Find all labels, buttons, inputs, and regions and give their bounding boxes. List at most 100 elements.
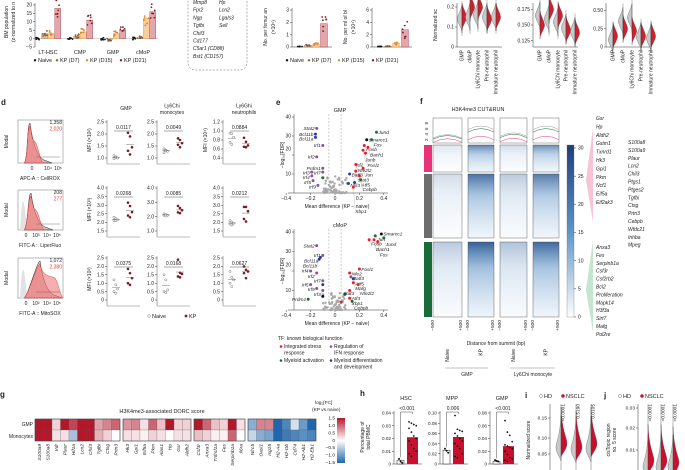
- heatmap-cell: [256, 429, 266, 442]
- data-point: [122, 26, 124, 29]
- gene-name: Cd177: [193, 39, 208, 45]
- kp-point: [506, 431, 509, 434]
- kp-point: [407, 420, 411, 424]
- category-label: cMoP: [621, 49, 627, 62]
- y-tick-label: 1.5: [97, 229, 104, 235]
- legend-naive-marker: [147, 314, 151, 318]
- profile-line: [532, 136, 560, 140]
- tf-label: Irf4: [302, 269, 309, 275]
- legend-label: KP (D7): [312, 58, 332, 64]
- y-tick-label: 4.0: [213, 186, 220, 192]
- gene-label: H2-Aa: [276, 444, 282, 458]
- background-tf-point: [330, 300, 334, 304]
- kp-point: [458, 437, 461, 440]
- heatmap-cell: [43, 418, 53, 431]
- legend-marker: [33, 59, 37, 62]
- naive-point: [230, 223, 234, 227]
- y-tick-label: 0.04: [428, 441, 437, 446]
- y-tick-label: 3.0: [97, 203, 104, 209]
- background-tf-point: [342, 295, 345, 298]
- kp-mfi-value: 277: [54, 197, 63, 203]
- kp-point: [178, 276, 182, 279]
- signal-heatmap-block: [467, 241, 495, 318]
- violin-left: [618, 7, 624, 36]
- data-point: [122, 29, 125, 32]
- gene-name: S100a9: [628, 148, 645, 154]
- tf-label: Fos: [380, 252, 389, 258]
- signal-heatmap-block: [467, 173, 495, 239]
- y-tick-label: 2.5: [97, 212, 104, 218]
- data-point: [317, 42, 319, 45]
- y-tick-label: 0: [366, 45, 369, 51]
- gene-label: Prtn3: [114, 444, 120, 456]
- x-tick-label: −0.2: [306, 196, 316, 202]
- category-label: CMP: [74, 50, 87, 56]
- gene-name: Lcn2: [219, 8, 230, 14]
- panel-label-i: i: [525, 391, 527, 400]
- kp-point: [246, 144, 250, 147]
- x-tick-label: 0: [334, 196, 337, 202]
- x-axis-label: FITC-A :: MitoSOX: [19, 311, 61, 317]
- y-tick-label: −5: [26, 45, 32, 51]
- background-tf-point: [330, 308, 333, 312]
- y-tick-label: 10: [26, 20, 32, 26]
- gene-name: Ptges2: [628, 187, 644, 193]
- naive-point: [447, 451, 450, 454]
- kp-point: [410, 455, 413, 458]
- tf-label: Atf5: [360, 182, 370, 188]
- gene-label: Hk3: [125, 444, 131, 453]
- data-point: [150, 6, 153, 9]
- gene-name: H3f3a: [596, 308, 610, 314]
- data-point: [87, 14, 90, 17]
- violin-left: [491, 2, 497, 32]
- heatmap-cell: [131, 429, 141, 442]
- kp-point: [244, 140, 248, 144]
- x-tick-label: 0.4: [380, 313, 387, 319]
- y-axis-label: No. per ml of bl: [343, 10, 349, 44]
- category-label: Immature neutrophil: [573, 50, 579, 94]
- nsclc-violin-half: [590, 407, 598, 458]
- tf-label: Irf1: [314, 143, 321, 149]
- p-value: <0.0001: [648, 404, 654, 422]
- y-tick-label: 0.6: [213, 147, 220, 153]
- tf-point: [310, 174, 314, 178]
- data-point: [393, 42, 396, 44]
- background-tf-point: [333, 303, 337, 306]
- category-label: Ly6Chi monocyte: [476, 50, 482, 89]
- profile-line: [532, 128, 560, 133]
- data-point: [325, 18, 328, 21]
- gene-label: Tnfrsf1a: [213, 444, 219, 462]
- naive-point: [112, 278, 116, 282]
- tf-label: Jund: [385, 242, 397, 248]
- category-label: LT-HSC: [38, 50, 57, 56]
- y-axis-label: (×10⁵): [271, 20, 277, 34]
- heatmap-cell: [298, 418, 308, 431]
- heatmap-cell: [165, 418, 175, 431]
- gene-name: Hp: [596, 124, 603, 130]
- kp-point: [415, 450, 418, 453]
- legend-label: NSCLC: [645, 394, 664, 400]
- tf-label: Prdm1: [292, 297, 306, 303]
- p-value: 0.0212: [232, 191, 248, 197]
- x-axis-label: APC-A :: CellROX: [20, 176, 61, 182]
- bar: [113, 33, 120, 39]
- gene-name: Mpeg: [628, 243, 641, 249]
- tf-point: [316, 183, 320, 187]
- gene-name: S100a8: [628, 140, 645, 146]
- kp-point: [126, 267, 130, 271]
- kp-point: [180, 141, 184, 145]
- background-tf-point: [344, 178, 347, 182]
- hd-violin-half: [570, 416, 577, 463]
- y-tick-label: 40: [285, 115, 291, 121]
- data-point: [401, 28, 404, 31]
- x-axis-label: Mean difference (KP − naive): [305, 321, 370, 327]
- kp-point: [180, 208, 184, 212]
- heatmap-cell: [281, 418, 291, 431]
- kp-bar: [453, 436, 464, 464]
- background-tf-point: [334, 189, 338, 193]
- profile-frame: [499, 117, 528, 144]
- heatmap-cell: [131, 418, 141, 431]
- heatmap-cell: [34, 429, 44, 442]
- kp-point: [128, 135, 132, 138]
- kp-point: [128, 215, 132, 219]
